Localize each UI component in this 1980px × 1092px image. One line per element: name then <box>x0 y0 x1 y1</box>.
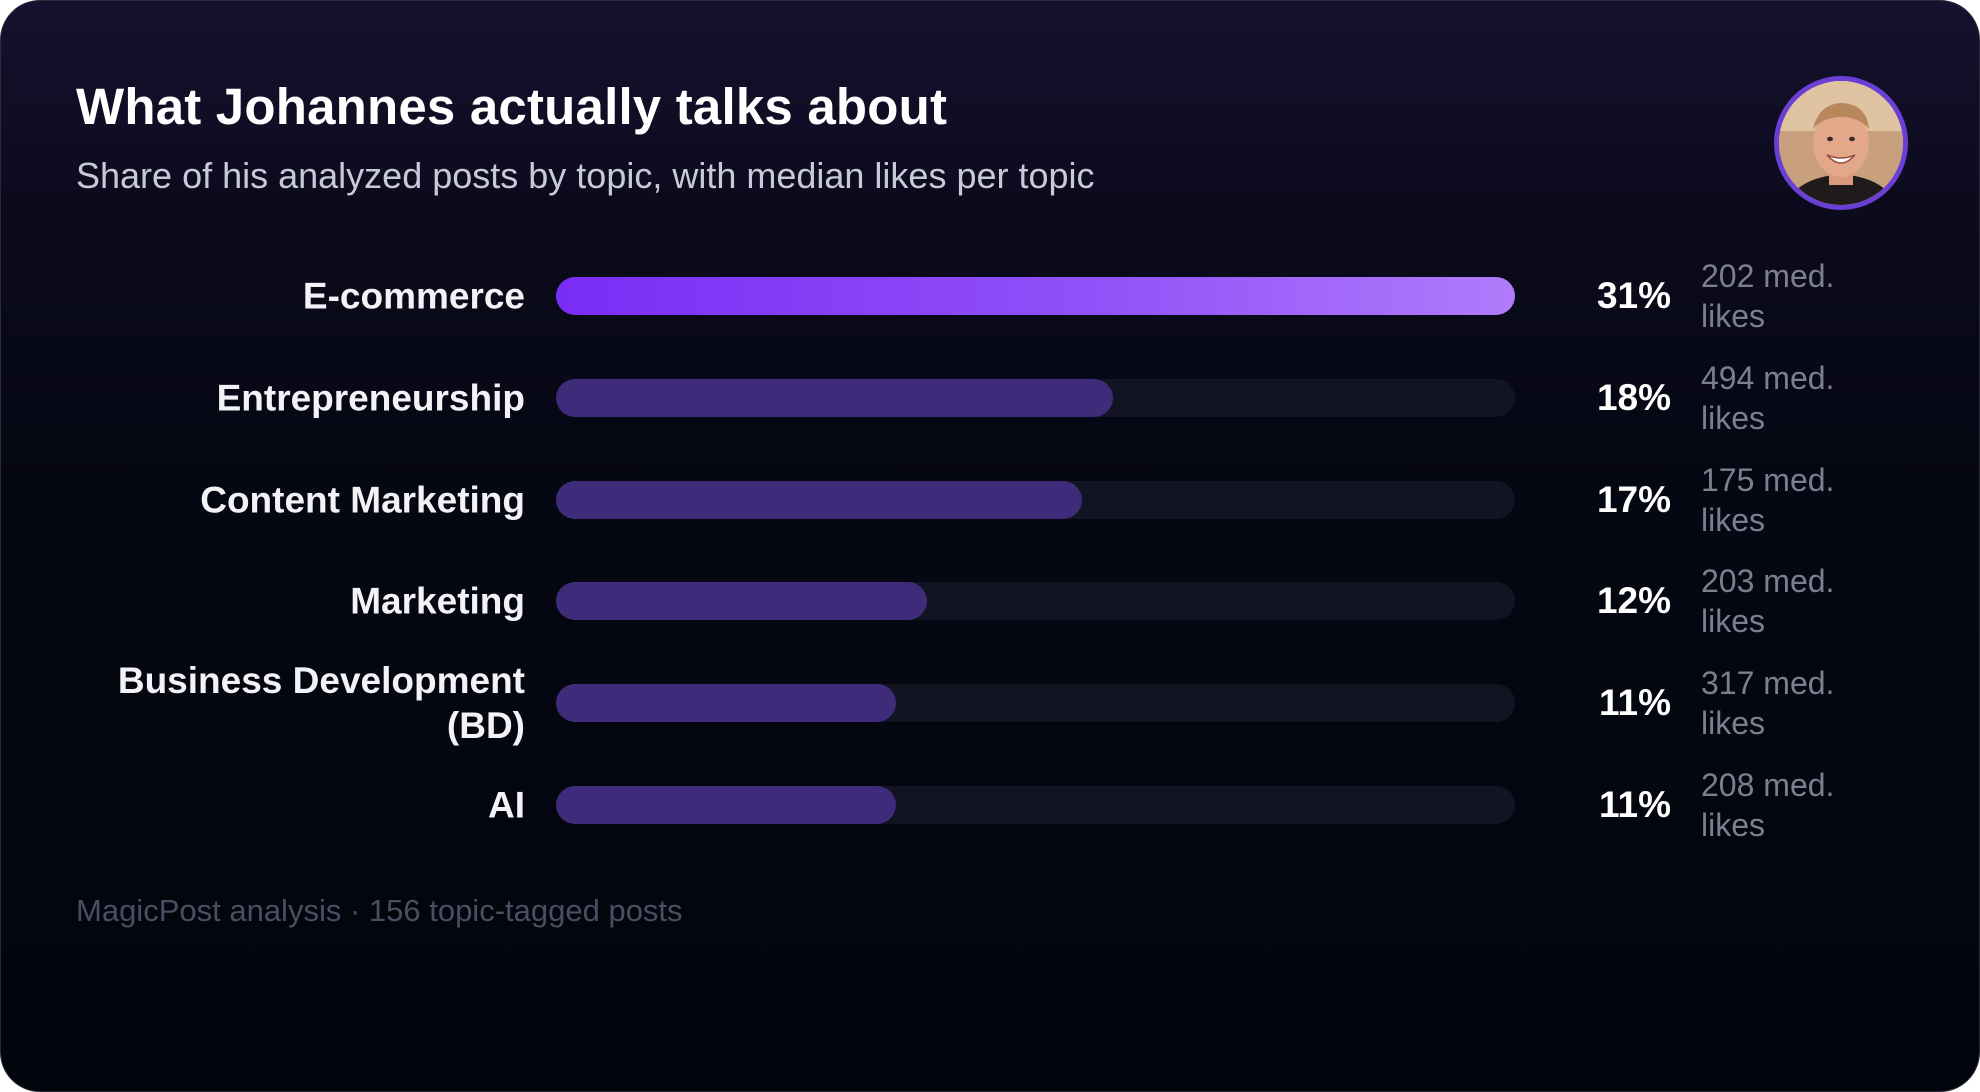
bar-track <box>556 684 1515 723</box>
percent-label: 31% <box>1596 275 1671 316</box>
median-likes-label: 175 med. likes <box>1701 461 1835 538</box>
percent-label: 11% <box>1598 784 1671 825</box>
category-label: E-commerce <box>302 275 525 317</box>
percent-label: 12% <box>1596 580 1671 622</box>
percent-label: 18% <box>1596 376 1671 418</box>
percent-label: 11% <box>1598 682 1671 724</box>
bar-row: Business Development (BD) 11% 317 med. lik… <box>1 660 1979 746</box>
chart-subtitle: Share of his analyzed posts by topic, wi… <box>76 155 1095 196</box>
bar-track <box>556 378 1515 417</box>
bar <box>556 786 896 824</box>
bar-row: Marketing 12% 203 med. likes <box>1 561 1979 641</box>
bar <box>556 582 927 621</box>
bar <box>556 378 1113 417</box>
category-label: Marketing <box>350 580 525 622</box>
bar-row: Entrepreneurship 18% 494 med. likes <box>1 358 1979 438</box>
chart-footer: MagicPost analysis · 156 topic-tagged po… <box>76 893 683 928</box>
percent-label: 17% <box>1596 478 1671 520</box>
bar <box>556 684 896 723</box>
median-likes-label: 494 med. likes <box>1701 359 1835 436</box>
bar <box>556 277 1515 315</box>
bar-track <box>556 277 1515 315</box>
median-likes-label: 202 med. likes <box>1701 258 1835 334</box>
category-label: Content Marketing <box>200 479 525 521</box>
bar-track <box>556 480 1515 519</box>
category-label: AI <box>488 784 525 826</box>
bar-track <box>556 582 1515 621</box>
bar-row: E-commerce 31% 202 med. likes <box>1 256 1979 336</box>
median-likes-label: 317 med. likes <box>1701 665 1835 742</box>
bar-row: Content Marketing 17% 175 med. likes <box>1 460 1979 540</box>
median-likes-label: 203 med. likes <box>1701 563 1835 640</box>
bar-track <box>556 786 1515 824</box>
median-likes-label: 208 med. likes <box>1701 767 1835 843</box>
bar-row: AI 11% 208 med. likes <box>1 765 1979 845</box>
bar <box>556 480 1082 519</box>
chart-title: What Johannes actually talks about <box>76 78 948 135</box>
avatar <box>1774 76 1908 210</box>
category-label: Business Development (BD) <box>117 660 525 747</box>
category-label: Entrepreneurship <box>216 377 525 419</box>
